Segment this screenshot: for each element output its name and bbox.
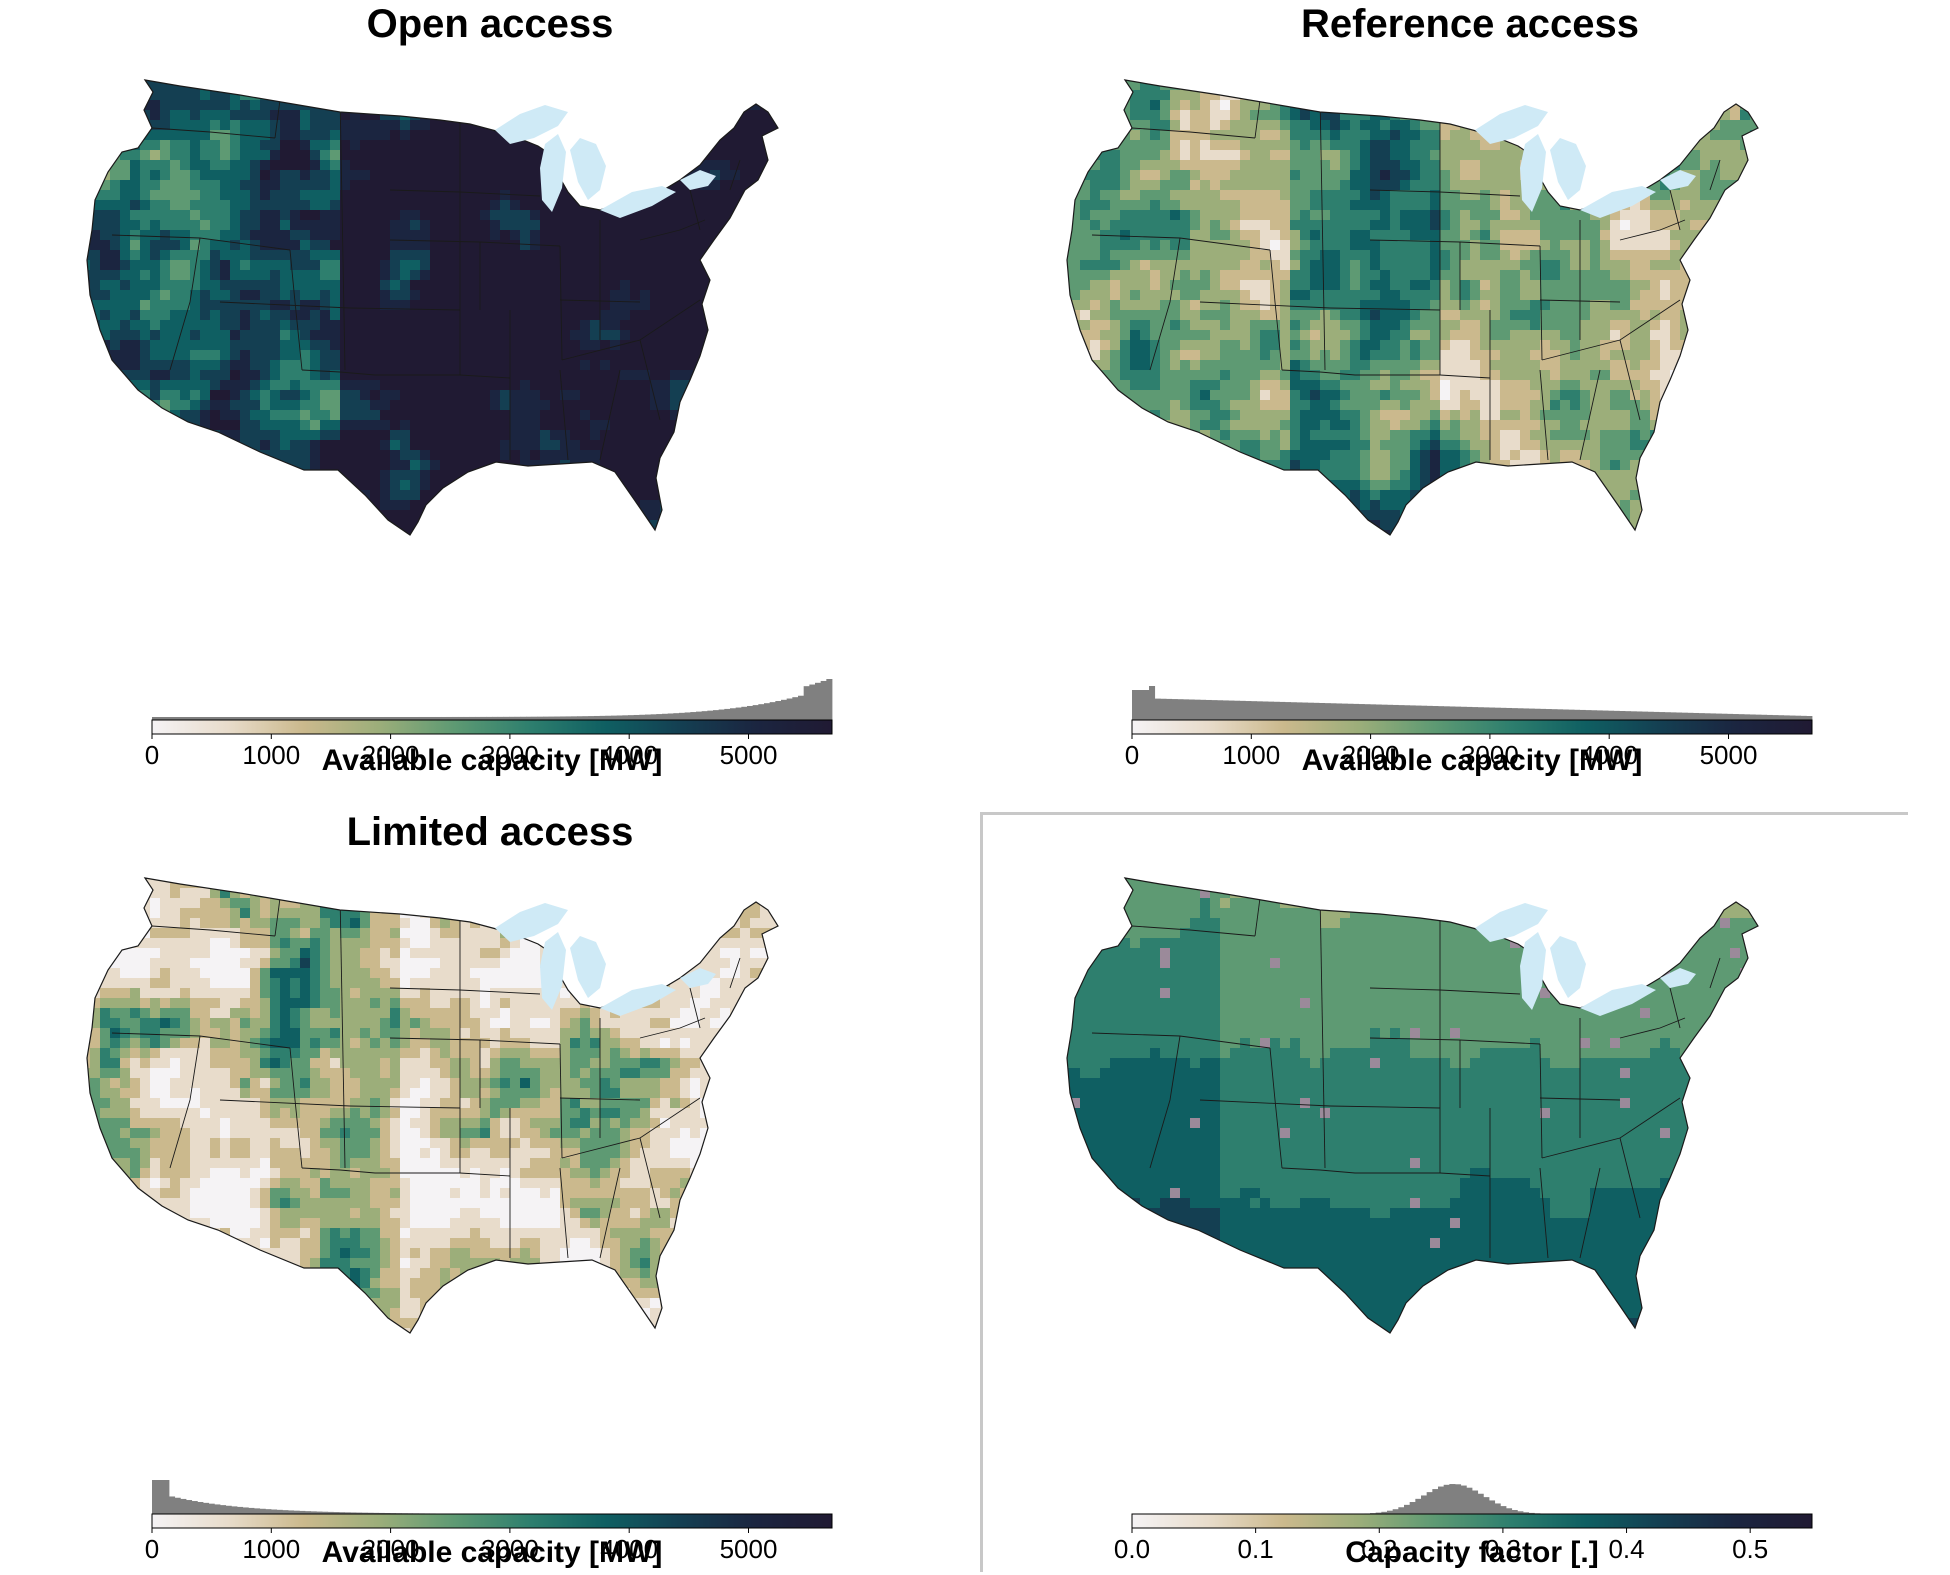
colorbar-tick-label: 3000 (1461, 740, 1519, 770)
colorbar-tick-label: 0 (1125, 740, 1139, 770)
panel-open-access: Open access 0 1000 2000 3000 4000 5000 Availa… (40, 0, 940, 790)
country-outline (1066, 79, 1759, 536)
panel-capacity-factor: 0.0 0.1 0.2 0.3 0.4 0.5 Capacity factor [.] (1020, 808, 1920, 1575)
panel-title: Open access (366, 2, 614, 46)
map-raster (1067, 878, 1758, 1333)
colorbar-tick-label: 4000 (600, 740, 658, 770)
colorbar-tick-label: 4000 (600, 1534, 658, 1564)
colorbar-tick-label: 1000 (1222, 740, 1280, 770)
colorbar-label: Available capacity [MW] (1301, 744, 1643, 777)
panel-frame-top (980, 812, 1908, 815)
colorbar-tick-label: 2000 (362, 1534, 420, 1564)
colorbar-gradient (151, 1513, 833, 1529)
country-outline (1066, 877, 1759, 1334)
colorbar-tick-label: 5000 (720, 1534, 778, 1564)
colorbar-tick-label: 3000 (481, 740, 539, 770)
histogram (1132, 686, 1813, 720)
colorbar-tick-label: 0.0 (1114, 1534, 1150, 1564)
colorbar-tick-label: 5000 (1700, 740, 1758, 770)
panel-limited-access: Limited access 0 1000 2000 3000 4000 5000 Ava… (40, 808, 940, 1575)
map-raster (87, 878, 778, 1333)
us-map-limited-access (86, 877, 779, 1334)
colorbar-tick-label: 5000 (720, 740, 778, 770)
colorbar-label: Capacity factor [.] (1345, 1536, 1599, 1569)
colorbar-tick-label: 2000 (362, 740, 420, 770)
panel-title: Reference access (1300, 2, 1640, 46)
colorbar-gradient (1131, 1513, 1813, 1529)
great-lakes (1475, 105, 1696, 218)
colorbar-tick-label: 0.1 (1238, 1534, 1274, 1564)
country-outline (86, 79, 779, 536)
colorbar-capacity-factor: 0.0 0.1 0.2 0.3 0.4 0.5 (1114, 1484, 1813, 1564)
country-outline (86, 877, 779, 1334)
state-boundaries (111, 94, 741, 461)
colorbar-tick-label: 0.4 (1608, 1534, 1644, 1564)
great-lakes (495, 105, 716, 218)
panel-reference-access: Reference access 0 1000 2000 3000 4000 5000 A… (1020, 0, 1920, 790)
colorbar-tick-label: 0 (145, 740, 159, 770)
panel-frame-left (980, 812, 983, 1572)
histogram (1364, 1484, 1541, 1514)
colorbar-tick-label: 1000 (242, 740, 300, 770)
us-map-capacity-factor (1066, 877, 1759, 1334)
panel-title: Limited access (346, 810, 634, 854)
histogram (152, 679, 833, 720)
us-map-reference-access (1066, 79, 1759, 536)
colorbar-label: Available capacity [MW] (321, 1536, 663, 1569)
colorbar-tick-label: 4000 (1580, 740, 1638, 770)
colorbar-tick-label: 0.2 (1361, 1534, 1397, 1564)
map-raster (87, 80, 778, 535)
colorbar-gradient (1131, 719, 1813, 735)
state-boundaries (1091, 892, 1721, 1259)
colorbar-tick-label: 3000 (481, 1534, 539, 1564)
colorbar-tick-label: 0.3 (1485, 1534, 1521, 1564)
colorbar-tick-label: 1000 (242, 1534, 300, 1564)
colorbar-open-access: 0 1000 2000 3000 4000 5000 (145, 679, 833, 770)
colorbar-label: Available capacity [MW] (321, 744, 663, 777)
colorbar-limited-access: 0 1000 2000 3000 4000 5000 (145, 1480, 833, 1564)
histogram (152, 1480, 442, 1514)
state-boundaries (1091, 94, 1721, 461)
colorbar-tick-label: 2000 (1342, 740, 1400, 770)
colorbar-reference-access: 0 1000 2000 3000 4000 5000 (1125, 686, 1813, 770)
colorbar-tick-label: 0.5 (1732, 1534, 1768, 1564)
colorbar-gradient (151, 719, 833, 735)
us-map-open-access (86, 79, 779, 536)
great-lakes (495, 903, 716, 1016)
great-lakes (1475, 903, 1696, 1016)
state-boundaries (111, 892, 741, 1259)
colorbar-tick-label: 0 (145, 1534, 159, 1564)
map-raster (1067, 80, 1758, 535)
